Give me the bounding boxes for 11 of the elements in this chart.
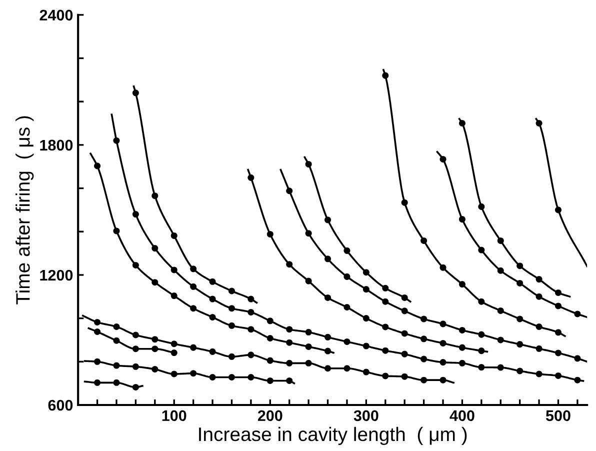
y-tick-label: 1200 [40,270,73,281]
y-tick-label: 1800 [40,140,73,151]
x-axis-title: Increase in cavity length ( μm ) [199,426,467,446]
x-tick-label: 400 [450,410,474,422]
y-axis-title: Time after firing ( μs ) [16,116,34,304]
x-tick-label: 300 [354,410,378,422]
y-tick-label: 600 [48,400,73,411]
x-tick-label: 200 [258,410,282,422]
x-tick-label: 100 [162,410,186,422]
y-tick-label: 2400 [40,10,73,21]
x-tick-label: 500 [546,410,570,422]
